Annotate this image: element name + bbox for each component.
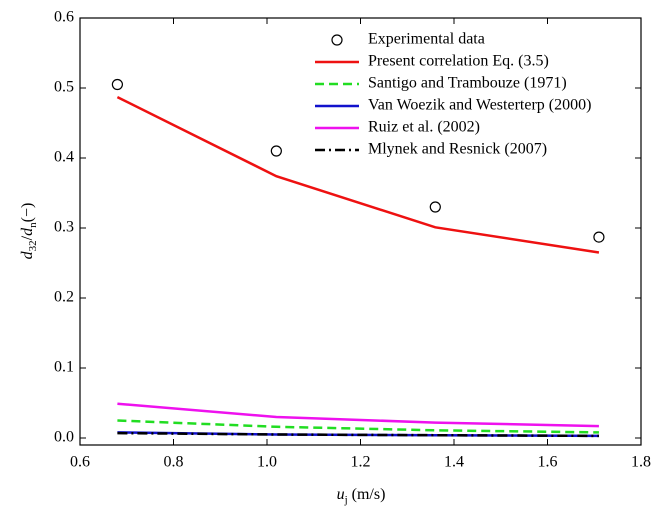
axis-label-part: j	[344, 494, 348, 506]
axis-label-part: 32	[27, 240, 39, 251]
y-tick-label: 0.1	[54, 359, 74, 376]
data-point	[270, 145, 282, 157]
y-tick-label: 0.0	[54, 429, 74, 446]
legend-label: Mlynek and Resnick (2007)	[368, 141, 547, 158]
legend-label: Experimental data	[368, 31, 485, 48]
data-point	[429, 201, 441, 213]
axis-label-part: n	[27, 222, 39, 228]
y-tick-label: 0.6	[54, 9, 74, 26]
legend-label: Van Woezik and Westerterp (2000)	[368, 97, 591, 114]
y-axis-label: d32/dn(−)	[19, 203, 39, 260]
axis-label-part: u	[337, 486, 345, 503]
series-line	[117, 431, 599, 438]
y-tick-label: 0.4	[54, 149, 74, 166]
x-axis-label: uj (m/s)	[337, 486, 386, 506]
axis-label-part: (−)	[19, 203, 36, 223]
axis-label-part: d	[19, 250, 36, 259]
y-tick-label: 0.5	[54, 79, 74, 96]
legend-marker	[331, 34, 343, 46]
x-tick-label: 1.4	[444, 454, 464, 471]
legend-label: Present correlation Eq. (3.5)	[368, 53, 549, 70]
series-line	[117, 402, 599, 428]
x-tick-label: 0.8	[164, 454, 184, 471]
y-tick-label: 0.2	[54, 289, 74, 306]
y-tick-label: 0.3	[54, 219, 74, 236]
x-tick-label: 0.6	[70, 454, 90, 471]
axis-label-part: (m/s)	[348, 486, 386, 503]
axis-label-part: /	[19, 235, 36, 240]
data-point	[111, 78, 124, 91]
data-point	[593, 231, 605, 243]
series-line	[116, 95, 600, 254]
axis-label-part: d	[19, 227, 36, 236]
series-line	[117, 419, 599, 434]
x-tick-label: 1.2	[351, 454, 371, 471]
legend-label: Ruiz et al. (2002)	[368, 119, 480, 136]
x-tick-label: 1.0	[257, 454, 277, 471]
x-tick-label: 1.6	[538, 454, 558, 471]
legend-label: Santigo and Trambouze (1971)	[368, 75, 567, 92]
x-tick-label: 1.8	[631, 454, 651, 471]
